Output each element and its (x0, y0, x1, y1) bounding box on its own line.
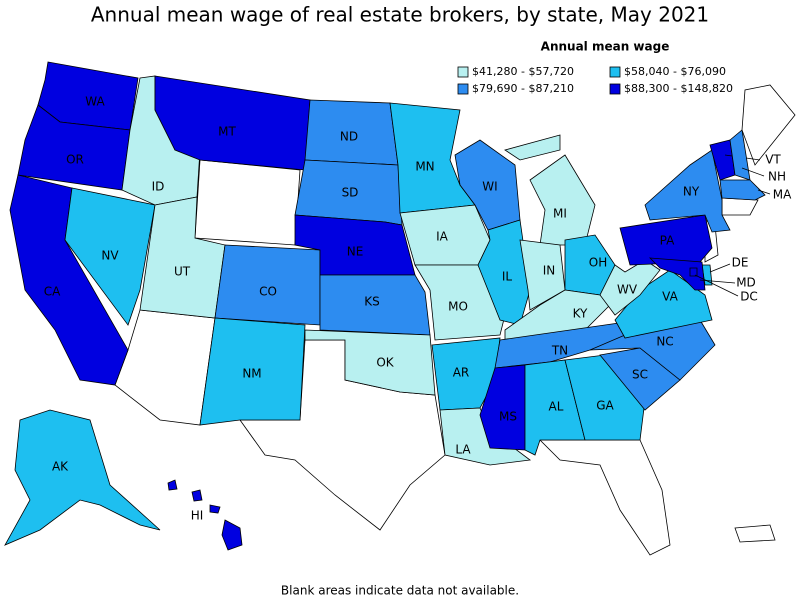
state-label: NH (768, 170, 786, 184)
leader-line (757, 189, 771, 195)
state-shape (644, 149, 731, 233)
state-label: OR (66, 153, 84, 167)
legend-swatch (457, 83, 469, 95)
state-shape (439, 407, 532, 466)
legend-label: $41,280 - $57,720 (472, 65, 574, 78)
state-shape (167, 479, 178, 491)
state-shape (304, 329, 436, 396)
map-title: Annual mean wage of real estate brokers,… (91, 3, 709, 27)
state-label: NM (242, 367, 261, 381)
legend-swatch (457, 66, 469, 78)
state-label: ND (340, 130, 358, 144)
state-label: MO (448, 300, 468, 314)
legend-label: $79,690 - $87,210 (472, 82, 574, 95)
legend-title: Annual mean wage (541, 40, 670, 54)
legend-label: $58,040 - $76,090 (624, 65, 726, 78)
state-shape (479, 364, 526, 451)
state-label: GA (596, 399, 614, 413)
state-label: AR (453, 366, 470, 380)
state-label: MN (415, 160, 434, 174)
state-label: IL (502, 270, 513, 284)
state-shape (529, 154, 596, 246)
state-label: CO (259, 285, 277, 299)
state-label: UT (174, 265, 191, 279)
state-shape (619, 214, 713, 266)
state-label: DE (732, 256, 749, 270)
state-shape (319, 274, 431, 336)
state-shape (519, 239, 566, 311)
state-label: KS (364, 295, 380, 309)
state-label: ID (152, 180, 165, 194)
state-shape (199, 317, 306, 426)
state-label: WA (85, 95, 105, 109)
state-label: WI (482, 180, 497, 194)
state-shape (539, 439, 671, 556)
state-shape (719, 179, 766, 201)
state-label: NV (101, 249, 119, 263)
state-shape (504, 134, 561, 161)
state-label: OH (589, 256, 607, 270)
state-label: IN (543, 264, 556, 278)
state-label: MI (553, 207, 567, 221)
state-shape (477, 219, 531, 326)
state-shape (4, 409, 161, 546)
state-label: VA (662, 290, 678, 304)
state-shape (734, 524, 776, 543)
legend-swatch (609, 83, 621, 95)
state-shape (599, 259, 661, 316)
state-shape (209, 504, 221, 514)
state-shape (114, 309, 216, 426)
leader-line (709, 263, 731, 273)
state-label: NC (656, 335, 673, 349)
leader-line (741, 167, 765, 177)
state-label: AK (52, 460, 69, 474)
state-label: MT (218, 125, 236, 139)
state-shape (721, 197, 759, 216)
state-shape (194, 159, 301, 246)
state-label: AL (549, 400, 564, 414)
state-label: NY (683, 185, 700, 199)
state-shape (64, 187, 156, 326)
state-label: CA (44, 285, 61, 299)
state-label: TN (551, 344, 568, 358)
state-label: SD (342, 186, 359, 200)
state-label: LA (455, 443, 471, 457)
state-label: VT (765, 153, 781, 167)
legend-swatch (609, 66, 621, 78)
state-label: NE (347, 245, 364, 259)
state-shape (191, 489, 203, 502)
state-label: KY (573, 307, 588, 321)
state-label: WV (617, 283, 638, 297)
state-label: PA (660, 234, 675, 248)
state-shape (564, 354, 646, 441)
state-label: MD (736, 276, 756, 290)
legend-label: $88,300 - $148,820 (624, 82, 733, 95)
state-label: HI (191, 509, 204, 523)
state-label: OK (376, 356, 394, 370)
state-shape (689, 267, 698, 277)
leader-line (694, 274, 739, 297)
state-label: MS (499, 410, 517, 424)
state-label: MA (773, 188, 792, 202)
state-label: IA (436, 230, 449, 244)
state-shape (221, 519, 243, 551)
state-label: SC (632, 368, 648, 382)
state-label: DC (740, 290, 758, 304)
state-shape (648, 257, 706, 291)
footnote: Blank areas indicate data not available. (281, 584, 519, 598)
